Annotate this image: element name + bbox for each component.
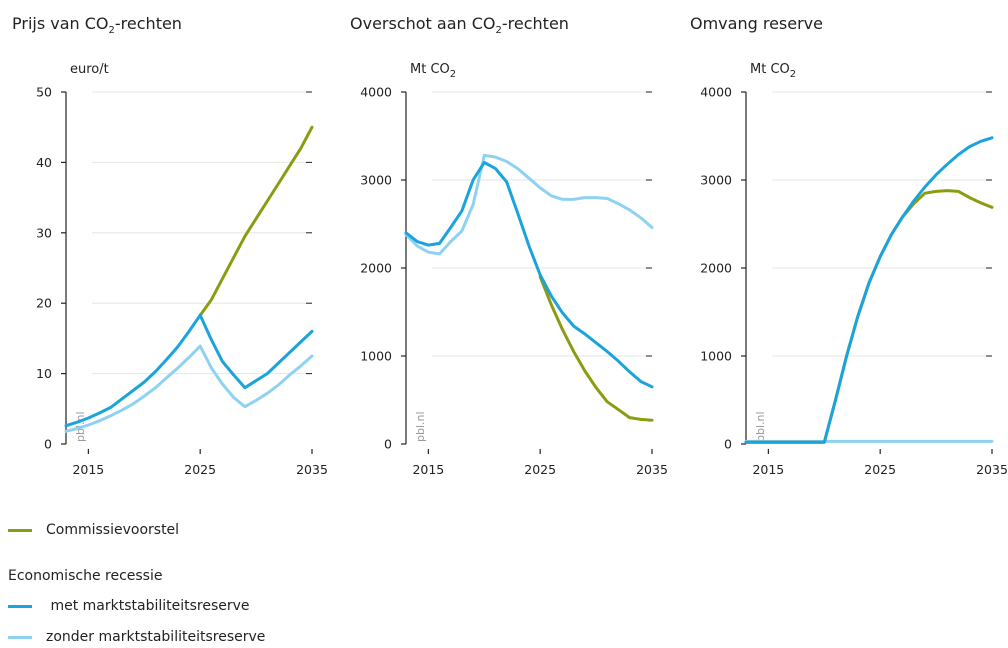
y-tick-label: 40 bbox=[36, 155, 52, 170]
series-line-met bbox=[744, 136, 994, 444]
series-line-met bbox=[404, 160, 654, 389]
y-axis-unit: euro/t bbox=[70, 62, 109, 77]
legend-item-met: met marktstabiliteitsreserve bbox=[8, 598, 250, 614]
x-tick-label: 2035 bbox=[976, 462, 1008, 477]
chart-panel-surplus: Overschot aan CO2-rechten Mt CO2 0 1000 20… bbox=[340, 0, 676, 500]
series-line-commissie bbox=[198, 125, 314, 317]
y-tick-label: 50 bbox=[36, 85, 52, 100]
panel-title: Prijs van CO2-rechten bbox=[12, 14, 182, 36]
legend-item-commissie: Commissievoorstel bbox=[8, 522, 179, 538]
y-axis-unit: Mt CO2 bbox=[750, 62, 797, 80]
y-tick-label: 2000 bbox=[360, 261, 392, 276]
y-tick-label: 3000 bbox=[360, 173, 392, 188]
chart-legend: Commissievoorstel Economische recessie m… bbox=[8, 522, 408, 646]
legend-swatch-met bbox=[8, 604, 32, 608]
series-line-met bbox=[64, 313, 314, 428]
y-tick-label: 0 bbox=[384, 437, 392, 452]
y-tick-label: 3000 bbox=[700, 173, 732, 188]
legend-label: Commissievoorstel bbox=[46, 522, 180, 538]
panel-title: Overschot aan CO2-rechten bbox=[350, 14, 569, 36]
y-tick-label: 2000 bbox=[700, 261, 732, 276]
x-tick-label: 2035 bbox=[296, 462, 328, 477]
y-tick-label: 4000 bbox=[700, 85, 732, 100]
watermark: pbl.nl bbox=[754, 411, 767, 442]
series-line-zonder bbox=[64, 344, 314, 433]
x-tick-label: 2025 bbox=[184, 462, 216, 477]
surplus-chart: 0 1000 2000 3000 4000 2015 2025 2035 pbl.nl bbox=[360, 85, 668, 478]
legend-label: met marktstabiliteitsreserve bbox=[46, 598, 250, 614]
legend-swatch-commissie bbox=[8, 528, 32, 532]
x-tick-label: 2025 bbox=[864, 462, 896, 477]
series-line-commissie bbox=[538, 275, 654, 422]
legend-heading: Economische recessie bbox=[8, 568, 163, 584]
y-tick-label: 1000 bbox=[700, 349, 732, 364]
series-line-zonder bbox=[404, 153, 654, 256]
reserve-chart: 0 1000 2000 3000 4000 2015 2025 2035 pbl.nl bbox=[700, 85, 1008, 478]
panel-title: Omvang reserve bbox=[690, 14, 823, 33]
x-tick-label: 2025 bbox=[524, 462, 556, 477]
y-tick-label: 4000 bbox=[360, 85, 392, 100]
y-tick-label: 20 bbox=[36, 296, 52, 311]
y-tick-label: 0 bbox=[724, 437, 732, 452]
x-tick-label: 2035 bbox=[636, 462, 668, 477]
y-tick-label: 0 bbox=[44, 437, 52, 452]
chart-panel-reserve: Omvang reserve Mt CO2 0 1000 2000 3000 4000 2… bbox=[680, 0, 1008, 500]
series-line-commissie bbox=[744, 189, 994, 444]
y-tick-label: 1000 bbox=[360, 349, 392, 364]
y-tick-label: 10 bbox=[36, 366, 52, 381]
y-tick-label: 30 bbox=[36, 225, 52, 240]
legend-swatch-zonder bbox=[8, 635, 32, 639]
x-tick-label: 2015 bbox=[752, 462, 784, 477]
y-axis-unit: Mt CO2 bbox=[410, 62, 457, 80]
watermark: pbl.nl bbox=[414, 411, 427, 442]
x-tick-label: 2015 bbox=[412, 462, 444, 477]
chart-panel-price: Prijs van CO2-rechten euro/t 0 10 20 30 40 50… bbox=[0, 0, 336, 500]
legend-item-zonder: zonder marktstabiliteitsreserve bbox=[8, 629, 265, 645]
legend-label: zonder marktstabiliteitsreserve bbox=[46, 629, 266, 645]
x-tick-label: 2015 bbox=[72, 462, 104, 477]
